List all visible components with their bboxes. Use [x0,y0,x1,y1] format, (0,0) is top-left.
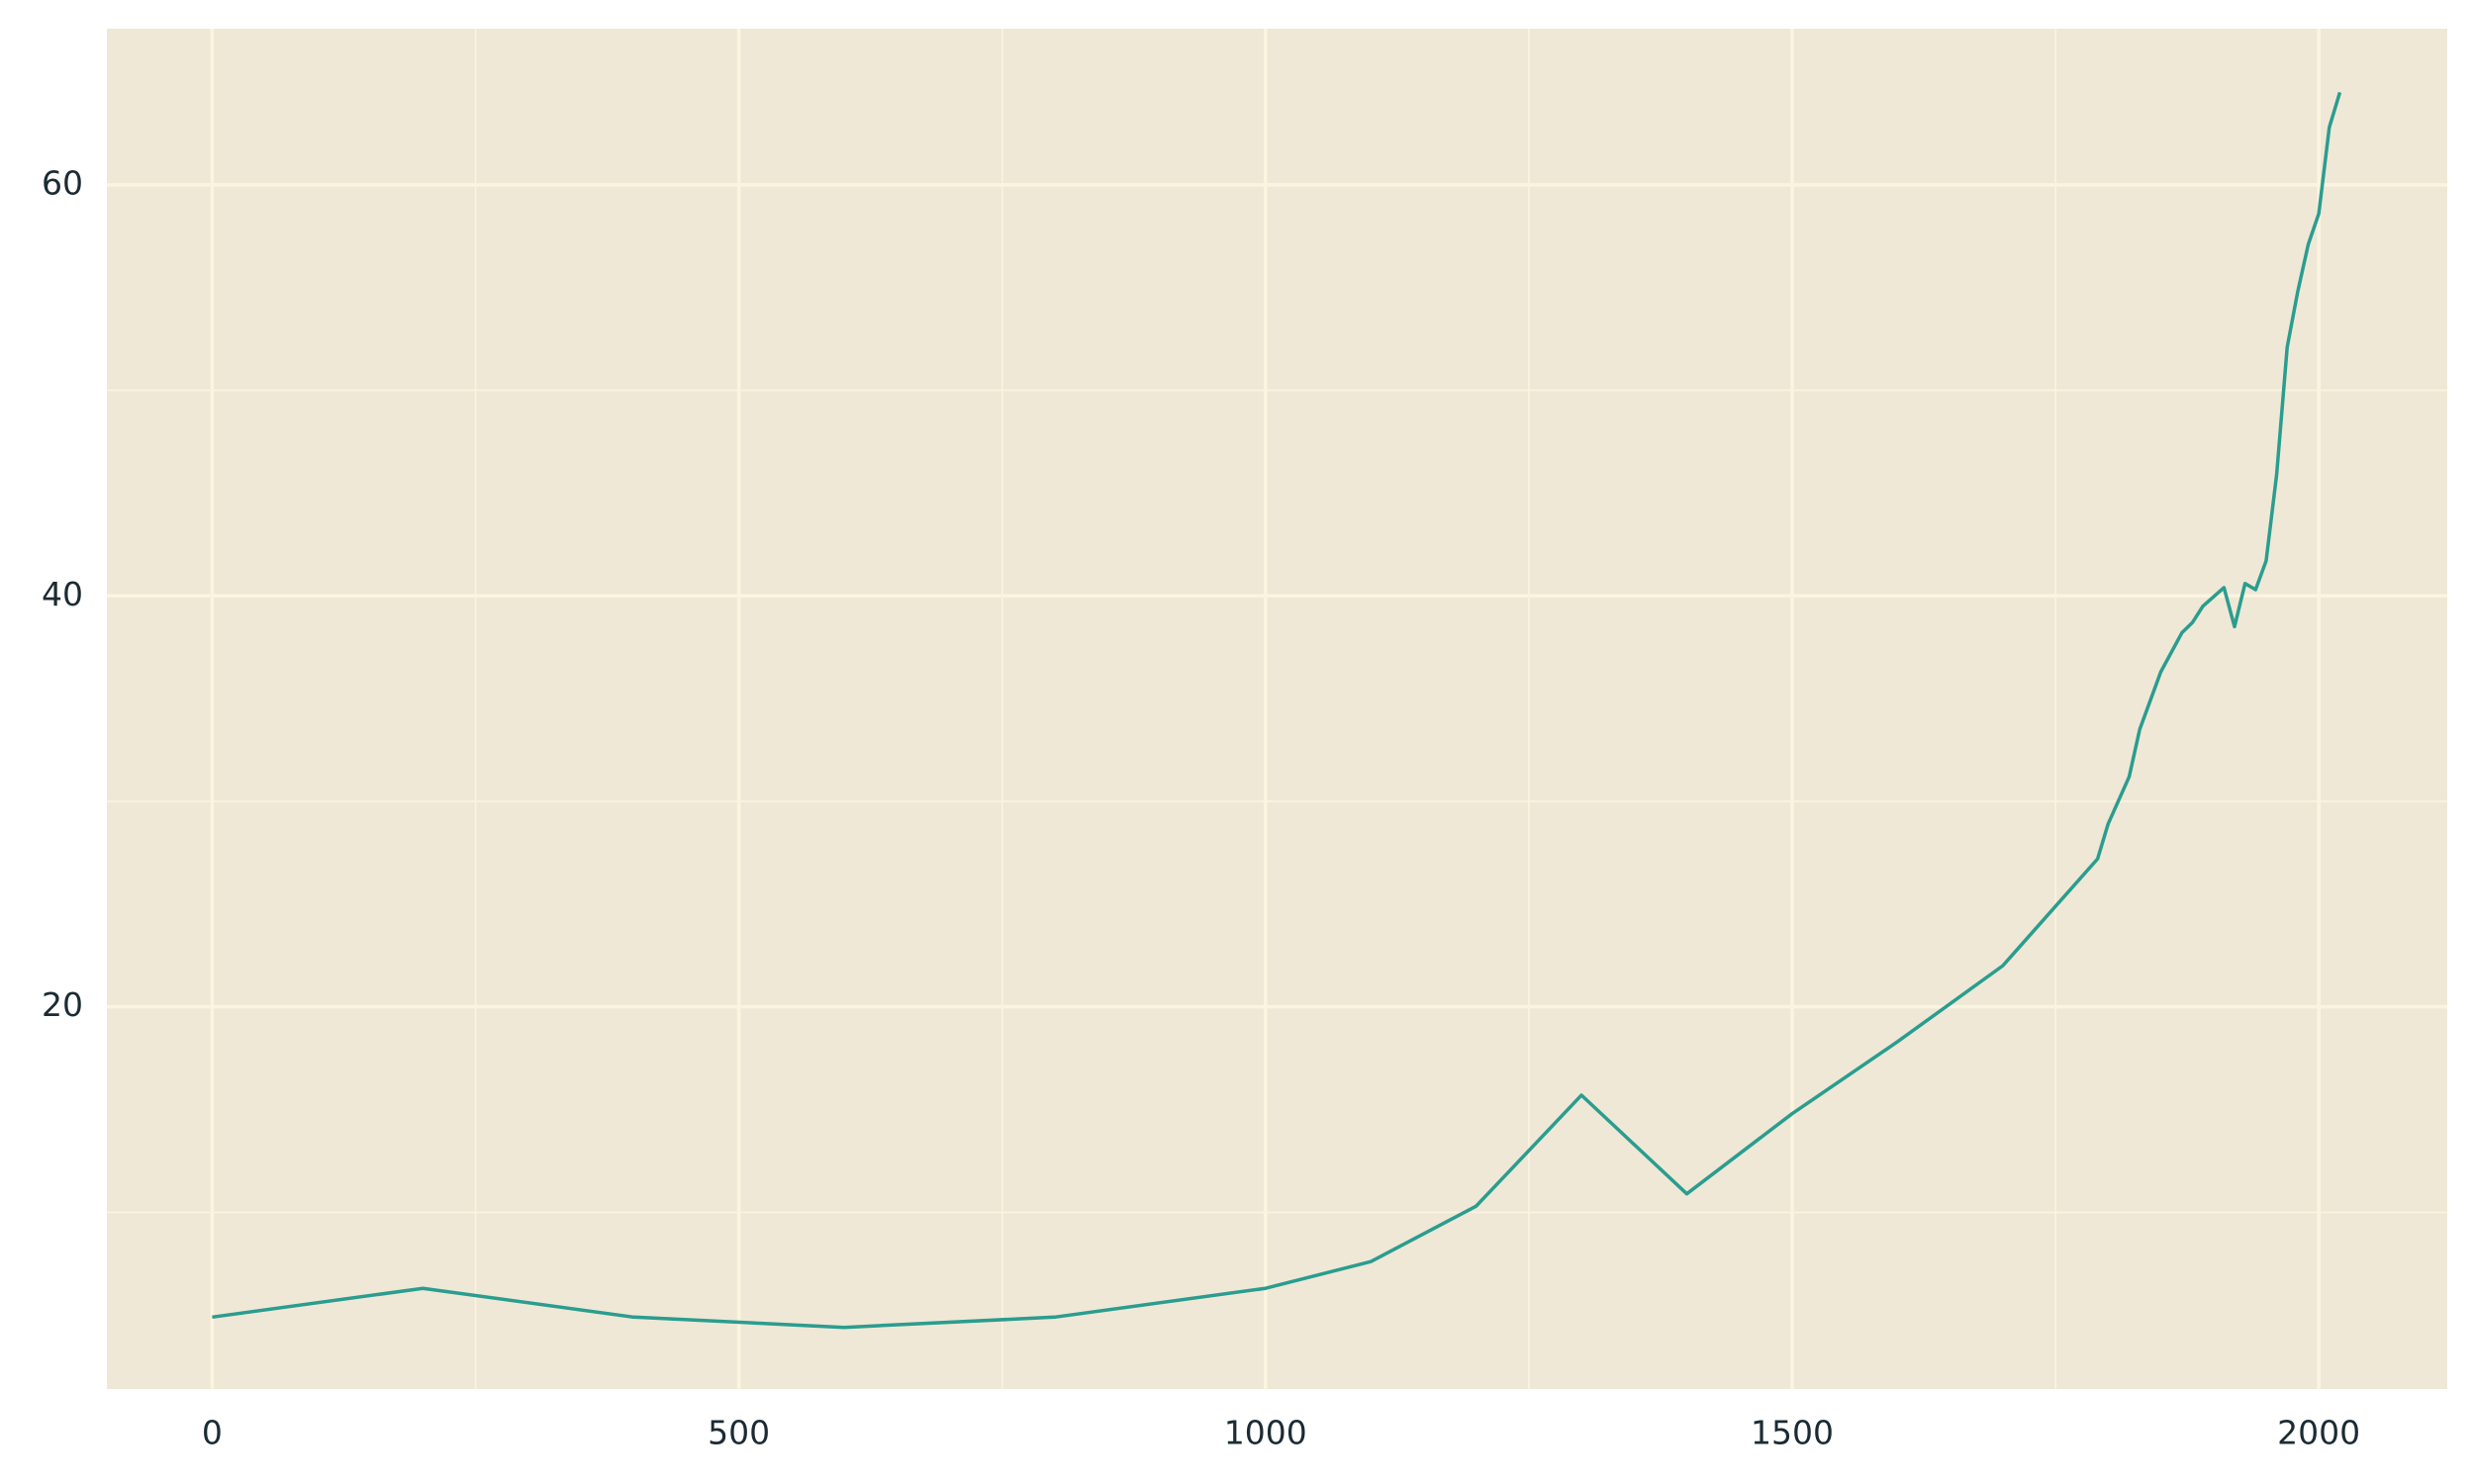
line [212,91,2342,1330]
x-tick-label: 500 [708,1414,770,1452]
x-tick-label: 2000 [2277,1414,2360,1452]
x-tick-label: 1000 [1224,1414,1307,1452]
x-tick-label: 1500 [1751,1414,1834,1452]
y-tick-label: 60 [42,163,83,202]
x-tick-label: 0 [202,1414,223,1452]
plot-background [107,29,2447,1389]
y-tick-label: 40 [42,575,83,613]
y-tick-label: 20 [42,985,83,1024]
